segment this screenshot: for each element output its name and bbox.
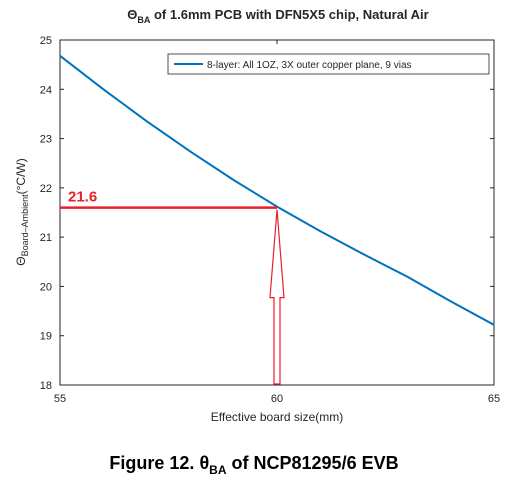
title-text: of 1.6mm PCB with DFN5X5 chip, Natural A… [150,7,428,22]
figure-caption: Figure 12. θBA of NCP81295/6 EVB [109,453,398,477]
x-tick-label: 60 [271,393,283,405]
legend-box [167,53,490,75]
x-tick-label: 65 [488,393,500,405]
x-axis-title: Effective board size(mm) [211,410,344,424]
chart-title: ΘBA of 1.6mm PCB with DFN5X5 chip, Natur… [127,7,428,25]
legend: 8-layer: All 1OZ, 3X outer copper plane,… [167,53,490,75]
y-tick-label: 24 [40,84,52,96]
y-tick-label: 23 [40,134,52,146]
y-tick-label: 25 [40,35,52,47]
y-tick-label: 18 [40,380,52,392]
y-axis-title: ΘBoard–Ambient(°C/W) [14,158,30,266]
y-title-theta: Θ [14,256,28,265]
legend-label: 8-layer: All 1OZ, 3X outer copper plane,… [207,60,412,71]
x-tick-label: 55 [54,393,66,405]
axis-ticks [59,39,495,386]
y-tick-label: 20 [40,281,52,293]
y-title-unit: (°C/W) [14,158,28,194]
caption-suffix: of NCP81295/6 EVB [227,453,399,473]
annotation-label: 21.6 [68,189,97,206]
caption-theta: θ [199,453,209,473]
annotation-arrow [269,209,285,385]
caption-subscript: BA [209,463,227,477]
y-tick-label: 19 [40,331,52,343]
caption-prefix: Figure 12. [109,453,199,473]
title-theta: Θ [127,7,137,22]
y-title-subscript: Board–Ambient [20,194,30,257]
y-tick-label: 22 [40,183,52,195]
tick-labels: 55 60 65 18 19 20 21 22 23 24 25 [40,35,500,405]
y-tick-label: 21 [40,232,52,244]
title-subscript: BA [137,15,150,25]
